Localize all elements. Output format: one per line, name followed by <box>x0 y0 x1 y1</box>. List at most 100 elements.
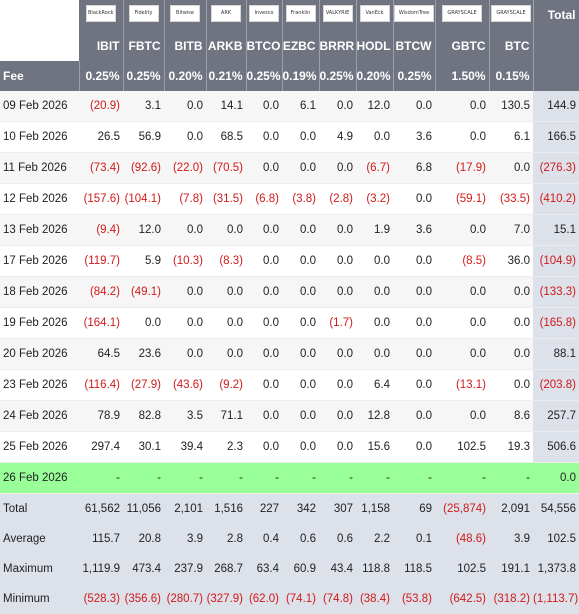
flow-cell: 0.0 <box>246 400 282 432</box>
flow-cell: 0.0 <box>393 431 435 463</box>
summary-cell: 0.4 <box>246 524 282 554</box>
flow-cell: 0.0 <box>246 245 282 277</box>
table-row: 13 Feb 2026 (9.4) 12.0 0.0 0.0 0.0 0.0 0.0 1.9 3.… <box>0 214 579 246</box>
summary-cell: (25,874) <box>435 493 489 524</box>
issuer-logo-cell: BlackRock <box>79 0 124 30</box>
summary-label: Total <box>0 493 79 524</box>
issuer-logo: GRAYSCALE <box>442 5 482 22</box>
flow-cell: - <box>356 462 393 494</box>
table-row: 26 Feb 2026- - - - - - - - - - -0.0 <box>0 462 579 494</box>
flow-cell: (7.8) <box>164 183 206 215</box>
flow-cell: 0.0 <box>489 152 533 184</box>
flow-cell: - <box>123 462 164 494</box>
issuer-logo-cell: VanEck <box>356 0 394 30</box>
flow-cell: 12.8 <box>356 400 393 432</box>
summary-total-cell: (1,113.7) <box>533 584 579 614</box>
flow-cell: 0.0 <box>319 91 356 122</box>
flow-cell: (3.2) <box>356 183 393 215</box>
flow-cell: 14.1 <box>206 91 246 122</box>
flow-cell: 0.0 <box>393 338 435 370</box>
flow-cell: - <box>206 462 246 494</box>
flow-cell: 6.4 <box>356 369 393 401</box>
flow-cell: 0.0 <box>164 91 206 122</box>
flow-cell: 0.0 <box>206 214 246 246</box>
flow-cell: 0.0 <box>489 338 533 370</box>
summary-cell: 2,091 <box>489 493 533 524</box>
fee-cell: 0.25% <box>393 61 436 91</box>
flow-cell: 82.8 <box>123 400 164 432</box>
flow-cell: 0.0 <box>356 338 393 370</box>
row-total-cell: (165.8) <box>533 307 579 339</box>
flow-cell: 0.0 <box>282 431 319 463</box>
ticker-header: BTCO <box>246 30 283 61</box>
flow-cell: 30.1 <box>123 431 164 463</box>
summary-total-cell: 102.5 <box>533 524 579 554</box>
date-cell: 26 Feb 2026 <box>0 462 79 494</box>
flow-cell: 0.0 <box>435 338 489 370</box>
flow-cell: 0.0 <box>246 276 282 308</box>
date-cell: 19 Feb 2026 <box>0 307 79 339</box>
row-total-cell: 166.5 <box>533 121 579 153</box>
flow-cell: (6.8) <box>246 183 282 215</box>
flow-cell: 0.0 <box>393 307 435 339</box>
flow-cell: 0.0 <box>435 400 489 432</box>
flow-cell: 23.6 <box>123 338 164 370</box>
summary-cell: 3.9 <box>164 524 206 554</box>
flow-cell: (116.4) <box>79 369 123 401</box>
flow-cell: 0.0 <box>319 431 356 463</box>
flow-cell: 0.0 <box>319 338 356 370</box>
flow-cell: 5.9 <box>123 245 164 277</box>
issuer-logo-row: BlackRock Fidelity Bitwise ARK Invesco Frankl… <box>0 0 579 30</box>
flow-cell: 0.0 <box>319 400 356 432</box>
issuer-logo-cell: GRAYSCALE <box>489 0 534 30</box>
summary-cell: 115.7 <box>79 524 123 554</box>
flow-cell: 0.0 <box>282 276 319 308</box>
flow-cell: 0.0 <box>246 121 282 153</box>
summary-cell: (318.2) <box>489 584 533 614</box>
flow-cell: - <box>489 462 533 494</box>
flow-cell: 3.1 <box>123 91 164 122</box>
flow-cell: 68.5 <box>206 121 246 153</box>
flow-cell: - <box>79 462 123 494</box>
flow-cell: 0.0 <box>206 307 246 339</box>
flow-cell: 0.0 <box>164 276 206 308</box>
issuer-logo: VanEck <box>359 5 390 22</box>
issuer-logo: WisdomTree <box>394 5 434 22</box>
flow-cell: (8.5) <box>435 245 489 277</box>
flow-cell: 0.0 <box>282 245 319 277</box>
summary-cell: 3.9 <box>489 524 533 554</box>
flow-cell: (10.3) <box>164 245 206 277</box>
summary-cell: (38.4) <box>356 584 393 614</box>
ticker-header: BTC <box>489 30 534 61</box>
ticker-row: IBIT FBTC BITB ARKB BTCO EZBC BRRR HODL BTCW GBTC… <box>0 30 579 61</box>
flow-cell: - <box>282 462 319 494</box>
fee-total-blank <box>533 61 579 91</box>
flow-cell: (84.2) <box>79 276 123 308</box>
summary-cell: 118.8 <box>356 554 393 584</box>
flow-cell: 7.0 <box>489 214 533 246</box>
flow-cell: 0.0 <box>246 338 282 370</box>
flow-cell: 0.0 <box>282 307 319 339</box>
flow-cell: 0.0 <box>393 91 435 122</box>
summary-cell: 2.8 <box>206 524 246 554</box>
flow-cell: (73.4) <box>79 152 123 184</box>
flow-cell: (1.7) <box>319 307 356 339</box>
row-total-cell: 0.0 <box>533 462 579 494</box>
flow-cell: - <box>435 462 489 494</box>
summary-cell: 69 <box>393 493 435 524</box>
issuer-logo-cell: WisdomTree <box>393 0 436 30</box>
ticker-header: BITB <box>164 30 207 61</box>
flow-cell: (104.1) <box>123 183 164 215</box>
issuer-logo-cell: VALKYRIE <box>319 0 357 30</box>
flow-cell: (49.1) <box>123 276 164 308</box>
table-row: 20 Feb 2026 64.5 23.6 0.0 0.0 0.0 0.0 0.0 0.0 0.0… <box>0 338 579 370</box>
flow-cell: 12.0 <box>356 91 393 122</box>
flow-cell: (59.1) <box>435 183 489 215</box>
flow-cell: 102.5 <box>435 431 489 463</box>
date-cell: 18 Feb 2026 <box>0 276 79 308</box>
flow-cell: 0.0 <box>164 338 206 370</box>
summary-cell: (356.6) <box>123 584 164 614</box>
flow-cell: 2.3 <box>206 431 246 463</box>
issuer-logo-cell: Franklin <box>282 0 320 30</box>
